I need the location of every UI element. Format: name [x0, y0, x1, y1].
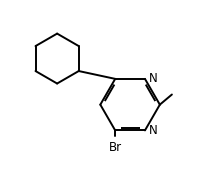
Text: N: N	[148, 124, 157, 137]
Text: Br: Br	[109, 141, 122, 154]
Text: N: N	[148, 72, 157, 85]
